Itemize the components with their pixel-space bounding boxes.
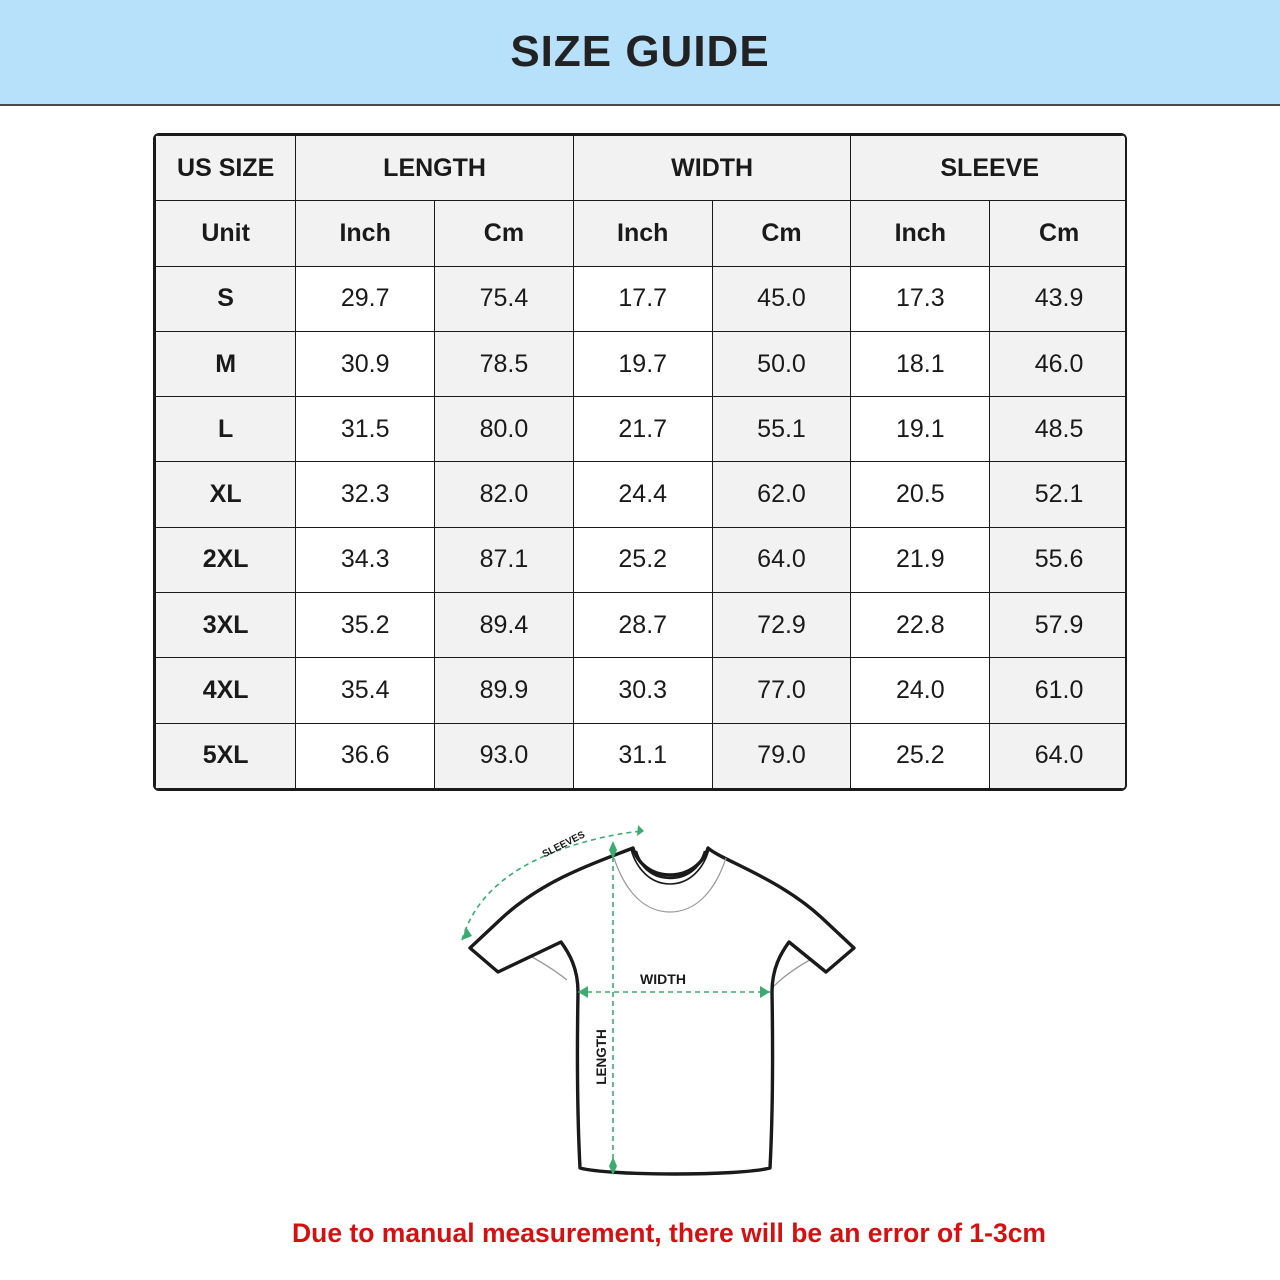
svg-text:LENGTH: LENGTH [594,1029,609,1085]
svg-text:SLEEVES: SLEEVES [541,829,587,860]
svg-text:WIDTH: WIDTH [640,971,686,987]
